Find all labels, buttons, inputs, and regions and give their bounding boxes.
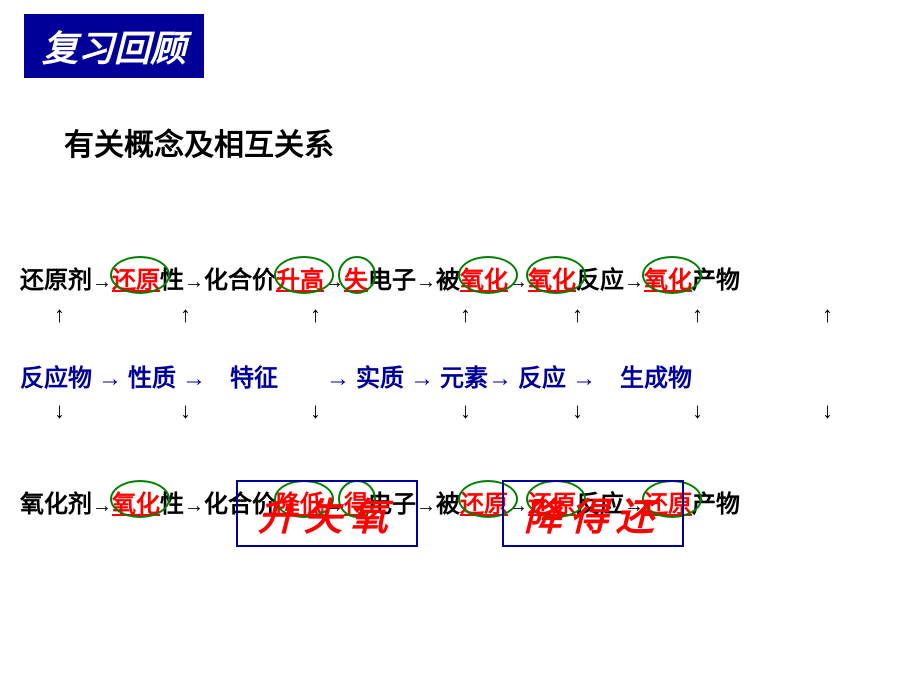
arrow: → bbox=[184, 271, 204, 293]
up-arrow-icon: ↑ bbox=[572, 302, 583, 328]
reaction-mid: 反应 bbox=[518, 366, 566, 392]
down-arrow-icon: ↓ bbox=[310, 398, 321, 424]
mnemonic-box-2: 降得还 bbox=[502, 480, 684, 547]
mnemonic-row: 升失氧 降得还 bbox=[0, 480, 920, 547]
arrow: → bbox=[488, 366, 512, 392]
valence: 化合价 bbox=[204, 268, 276, 294]
review-title: 复习回顾 bbox=[24, 14, 204, 78]
reducing-agent: 还原剂 bbox=[20, 268, 92, 294]
essence: 实质 bbox=[356, 366, 404, 392]
property: 性质 bbox=[128, 366, 176, 392]
by-prefix: 被 bbox=[436, 268, 460, 294]
arrow: → bbox=[416, 271, 436, 293]
down-arrow-icon: ↓ bbox=[572, 398, 583, 424]
down-arrows: ↓ ↓ ↓ ↓ ↓ ↓ ↓ bbox=[20, 398, 900, 424]
arrow: → bbox=[326, 366, 350, 392]
oxidation-product-red: 氧化 bbox=[644, 268, 692, 294]
down-arrow-icon: ↓ bbox=[692, 398, 703, 424]
oxidation-red: 氧化 bbox=[528, 268, 576, 294]
top-row: 还原剂→还原性→化合价升高→失电子→被氧化→氧化反应→氧化产物 bbox=[20, 260, 900, 300]
up-arrow-icon: ↑ bbox=[180, 302, 191, 328]
up-arrow-icon: ↑ bbox=[310, 302, 321, 328]
product-mid: 生成物 bbox=[620, 366, 692, 392]
electron: 电子 bbox=[368, 268, 416, 294]
down-arrow-icon: ↓ bbox=[54, 398, 65, 424]
arrow: → bbox=[182, 366, 206, 392]
feature: 特征 bbox=[230, 366, 278, 392]
down-arrow-icon: ↓ bbox=[822, 398, 833, 424]
arrow: → bbox=[624, 271, 644, 293]
subtitle: 有关概念及相互关系 bbox=[64, 120, 920, 164]
increase-red: 升高 bbox=[276, 268, 324, 294]
up-arrow-icon: ↑ bbox=[54, 302, 65, 328]
arrow: → bbox=[410, 366, 434, 392]
reducing-nature-red: 还原 bbox=[112, 268, 160, 294]
down-arrow-icon: ↓ bbox=[180, 398, 191, 424]
down-arrow-icon: ↓ bbox=[460, 398, 471, 424]
lose-red: 失 bbox=[344, 268, 368, 294]
reactant: 反应物 bbox=[20, 366, 92, 392]
arrow: → bbox=[92, 271, 112, 293]
arrow: → bbox=[572, 366, 596, 392]
mnemonic-box-1: 升失氧 bbox=[236, 480, 418, 547]
arrow: → bbox=[508, 271, 528, 293]
up-arrow-icon: ↑ bbox=[460, 302, 471, 328]
reaction: 反应 bbox=[576, 268, 624, 294]
up-arrows: ↑ ↑ ↑ ↑ ↑ ↑ ↑ bbox=[20, 302, 900, 328]
arrow: → bbox=[98, 366, 122, 392]
element: 元素 bbox=[440, 366, 488, 392]
product: 产物 bbox=[692, 268, 740, 294]
nature-suffix: 性 bbox=[160, 268, 184, 294]
up-arrow-icon: ↑ bbox=[822, 302, 833, 328]
up-arrow-icon: ↑ bbox=[692, 302, 703, 328]
arrow: → bbox=[324, 271, 344, 293]
middle-row: 反应物 → 性质 → 特征 → 实质 → 元素→ 反应 → 生成物 bbox=[20, 358, 900, 398]
oxidized-red: 氧化 bbox=[460, 268, 508, 294]
concept-diagram: 还原剂→还原性→化合价升高→失电子→被氧化→氧化反应→氧化产物 ↑ ↑ ↑ ↑ … bbox=[20, 260, 900, 464]
